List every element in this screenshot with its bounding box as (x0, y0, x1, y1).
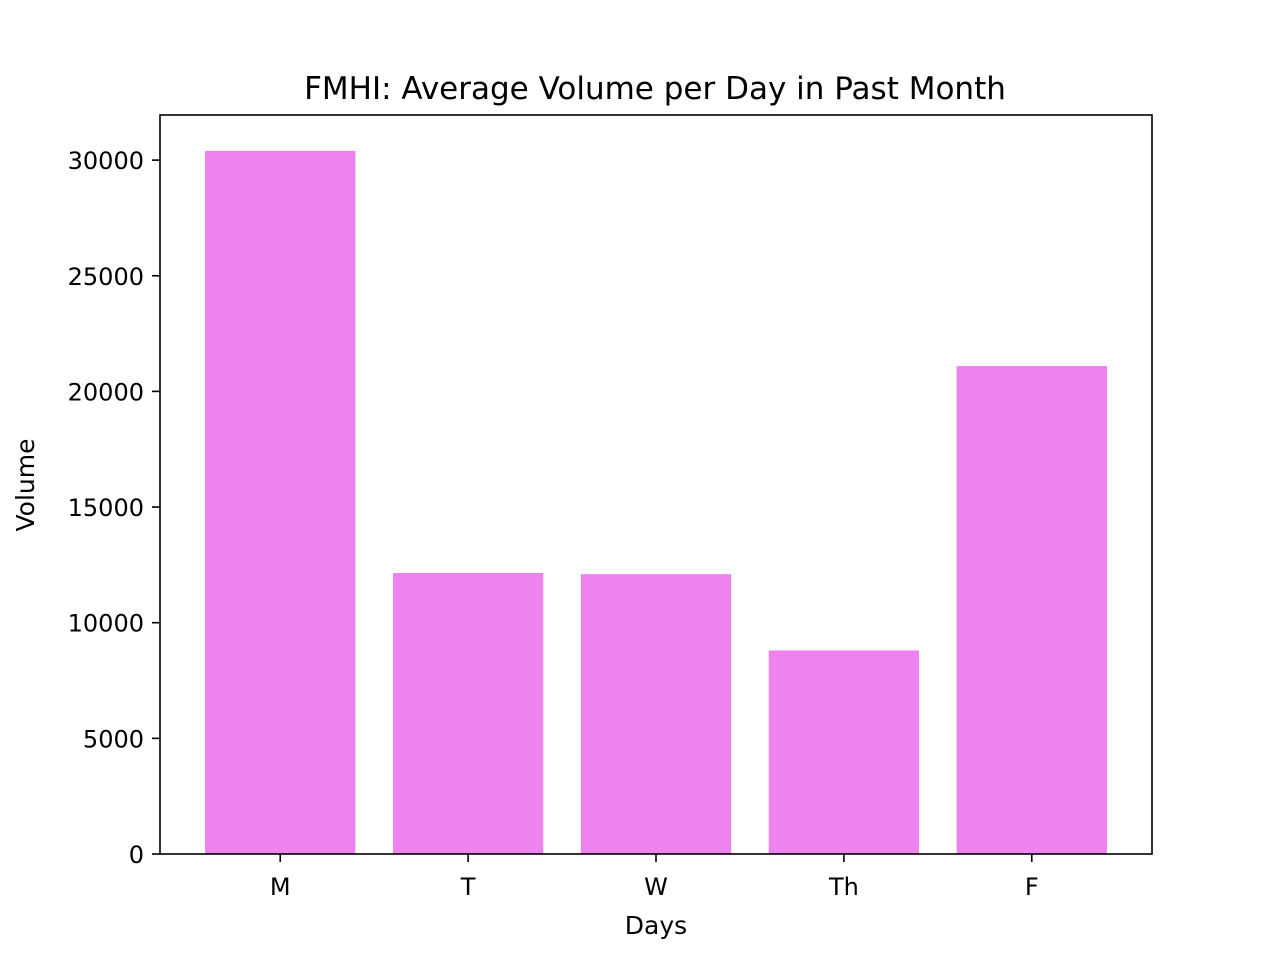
x-tick-label: M (270, 873, 291, 901)
bars-group (205, 150, 1107, 855)
x-axis: M T W Th F (270, 854, 1039, 901)
y-tick-label: 15000 (68, 494, 144, 522)
bar-w (580, 574, 732, 854)
bar-f (956, 365, 1107, 854)
y-tick-label: 0 (129, 841, 144, 869)
x-axis-label: Days (625, 911, 687, 940)
y-axis-label: Volume (11, 439, 40, 532)
y-tick-label: 10000 (68, 610, 144, 638)
bar-th (768, 650, 920, 854)
y-tick-label: 30000 (68, 147, 144, 175)
x-tick-label: Th (828, 873, 859, 901)
x-tick-label: F (1025, 873, 1039, 901)
y-tick-label: 20000 (68, 378, 144, 406)
chart-title: FMHI: Average Volume per Day in Past Mon… (304, 71, 1006, 107)
y-tick-label: 25000 (68, 263, 144, 291)
x-tick-label: W (644, 873, 668, 901)
x-tick-label: T (460, 873, 476, 901)
bar-t (392, 572, 544, 854)
y-axis: 0 5000 10000 15000 20000 25000 30000 (68, 147, 160, 869)
bar-m (205, 150, 356, 855)
y-tick-label: 5000 (83, 725, 144, 753)
